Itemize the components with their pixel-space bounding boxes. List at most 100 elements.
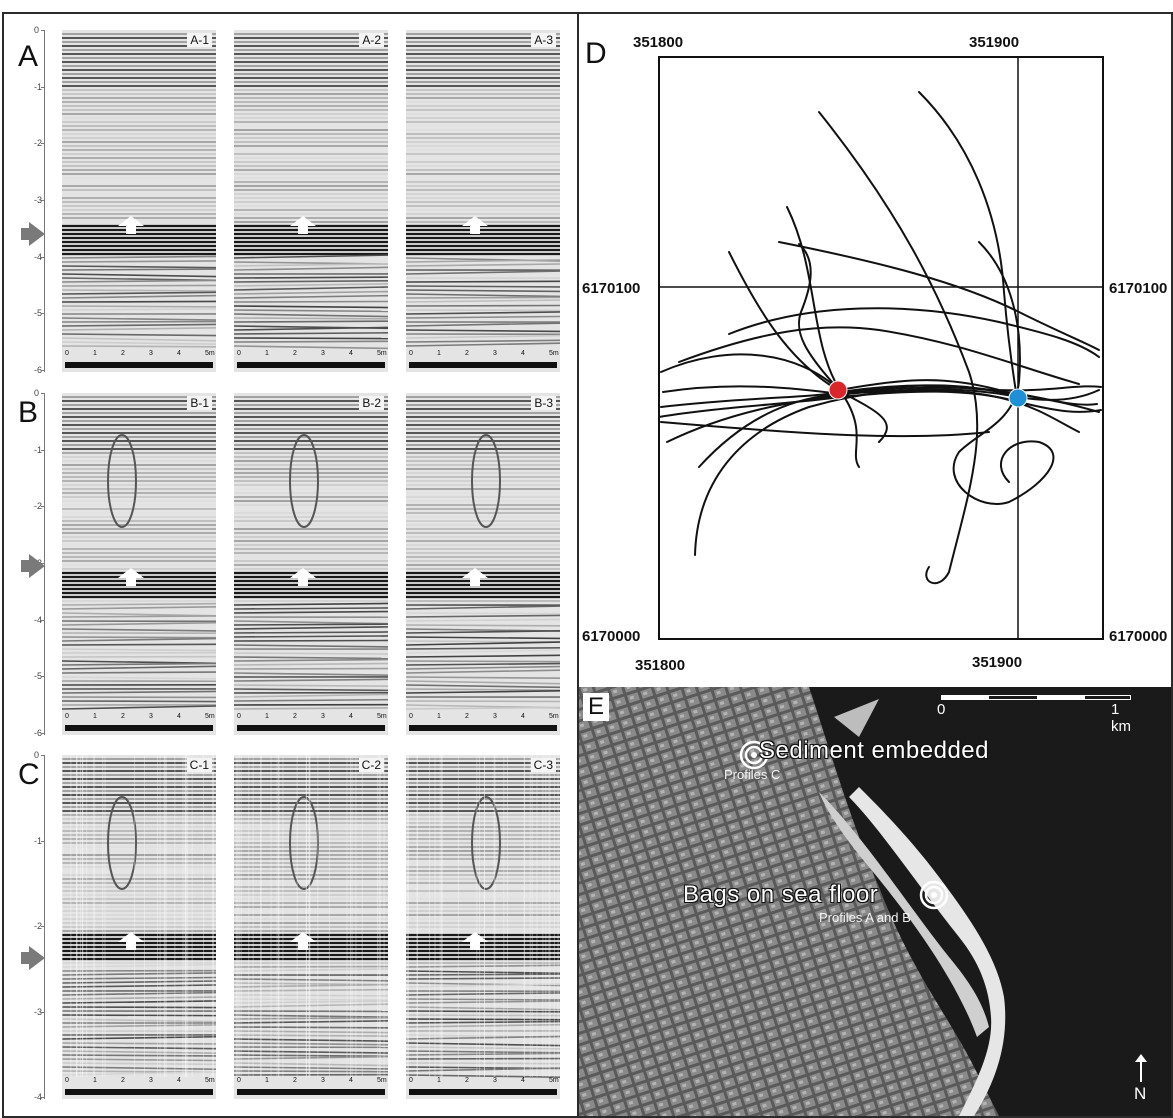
scale-tick-label: 5m [549, 350, 559, 357]
survey-track [728, 307, 1100, 358]
depth-tick-mark [41, 1011, 45, 1013]
scale-tick-label: 1 [265, 350, 269, 357]
scale-tick-label: 2 [465, 1077, 469, 1084]
satellite-image [579, 687, 1171, 1116]
depth-tick-label: -1 [34, 835, 43, 846]
target-icon [919, 880, 949, 910]
scale-bar-strip [409, 1089, 557, 1095]
panel-letter-b: B [18, 396, 39, 429]
depth-axis-a [30, 30, 45, 372]
scale-bar-segment [1037, 695, 1085, 700]
scale-tick-label: 0 [237, 1077, 241, 1084]
harbour-spit [834, 699, 879, 737]
scale-bar-strip [65, 1089, 213, 1095]
profile-label: A-1 [187, 33, 212, 47]
scale-tick-label: 0 [409, 1077, 413, 1084]
seismic-profile-c-1: C-1 0 1 2 3 4 5m [62, 755, 216, 1099]
north-arrow-icon [1135, 1054, 1147, 1082]
scale-bar-strip [237, 725, 385, 731]
profile-scale-bar: 0 1 2 3 4 5m [65, 713, 215, 731]
survey-track [660, 353, 1102, 392]
easting-top-1: 351800 [633, 34, 684, 51]
scale-tick-label: 3 [149, 713, 153, 720]
scale-tick-label: 3 [321, 350, 325, 357]
scale-tick-label: 5m [377, 350, 387, 357]
side-arrow-icon [21, 222, 45, 246]
profile-scale-bar: 0 1 2 3 4 5m [65, 350, 215, 368]
scale-bar-strip [409, 725, 557, 731]
seismic-image [62, 30, 216, 372]
scale-tick-label: 4 [177, 350, 181, 357]
scale-tick-label: 4 [521, 1077, 525, 1084]
profile-scale-bar: 0 1 2 3 4 5m [65, 1077, 215, 1095]
up-arrow-icon [290, 932, 316, 950]
seismic-profile-c-2: C-2 0 1 2 3 4 5m [234, 755, 388, 1099]
scale-tick-label: 1 [437, 713, 441, 720]
seismic-image [406, 393, 560, 735]
depth-tick-mark [41, 619, 45, 621]
seismic-profile-b-1: B-1 0 1 2 3 4 5m [62, 393, 216, 735]
scale-label-0: 0 [937, 701, 946, 718]
scale-tick-label: 1 [437, 350, 441, 357]
scale-tick-label: 0 [237, 350, 241, 357]
northing-right-2: 6170000 [1109, 628, 1168, 645]
survey-track [666, 386, 1100, 443]
depth-tick-label: 0 [34, 750, 40, 760]
scale-tick-label: 5m [377, 713, 387, 720]
side-arrow-icon [21, 554, 45, 578]
survey-track [952, 241, 1055, 505]
seismic-profile-a-3: A-3 0 1 2 3 4 5m [406, 30, 560, 372]
depth-tick-mark [41, 143, 45, 145]
satellite-map: E 0 1 km Sediment embedded Profiles C Ba… [579, 687, 1171, 1116]
seismic-image [406, 755, 560, 1099]
scale-tick-label: 2 [121, 1077, 125, 1084]
scale-label-1km: 1 km [1111, 701, 1131, 735]
profile-label: B-2 [359, 396, 384, 410]
survey-track-map: D 351800 351900 351800 351900 6170100 61… [579, 12, 1173, 687]
depth-tick-label: -2 [34, 138, 43, 149]
profile-scale-bar: 0 1 2 3 4 5m [237, 350, 387, 368]
panel-letter-c: C [18, 758, 40, 791]
seismic-image [62, 755, 216, 1099]
depth-tick-label: 0 [34, 388, 40, 398]
seismic-profile-b-3: B-3 0 1 2 3 4 5m [406, 393, 560, 735]
panel-letter-e: E [583, 693, 609, 721]
depth-tick-label: -5 [34, 308, 43, 319]
scale-tick-label: 2 [293, 713, 297, 720]
depth-tick-label: 0 [34, 25, 40, 35]
easting-bottom-1: 351800 [635, 657, 686, 674]
scale-tick-label: 3 [493, 1077, 497, 1084]
up-arrow-icon [462, 932, 488, 950]
scale-tick-label: 2 [121, 350, 125, 357]
side-arrow-icon [21, 946, 45, 970]
depth-tick-label: -6 [34, 728, 43, 738]
profile-scale-bar: 0 1 2 3 4 5m [237, 713, 387, 731]
scale-tick-label: 1 [93, 1077, 97, 1084]
depth-tick-mark [41, 755, 45, 756]
north-label: N [1134, 1084, 1147, 1103]
map-d-border [658, 56, 1104, 640]
scale-tick-label: 0 [237, 713, 241, 720]
depth-tick-label: -3 [34, 1006, 43, 1017]
scale-tick-label: 4 [521, 350, 525, 357]
depth-axis-c [30, 755, 45, 1099]
scale-bar-strip [237, 1089, 385, 1095]
scale-bar-strip [65, 725, 213, 731]
profile-scale-bar: 0 1 2 3 4 5m [409, 350, 559, 368]
depth-tick-label: -2 [34, 501, 43, 512]
depth-tick-label: -3 [34, 195, 43, 205]
scale-tick-label: 4 [177, 713, 181, 720]
depth-tick-mark [41, 313, 45, 315]
depth-tick-label: -4 [34, 251, 43, 262]
scale-tick-label: 4 [349, 1077, 353, 1084]
profile-scale-bar: 0 1 2 3 4 5m [409, 713, 559, 731]
scale-tick-label: 5m [205, 1077, 215, 1084]
survey-track [658, 390, 1102, 418]
seismic-image [234, 30, 388, 372]
depth-tick-mark [41, 200, 45, 201]
seismic-profile-c-3: C-3 0 1 2 3 4 5m [406, 755, 560, 1099]
depth-tick-label: -2 [34, 921, 43, 931]
survey-track [728, 251, 888, 443]
depth-tick-mark [41, 1097, 45, 1098]
survey-track [797, 243, 842, 393]
